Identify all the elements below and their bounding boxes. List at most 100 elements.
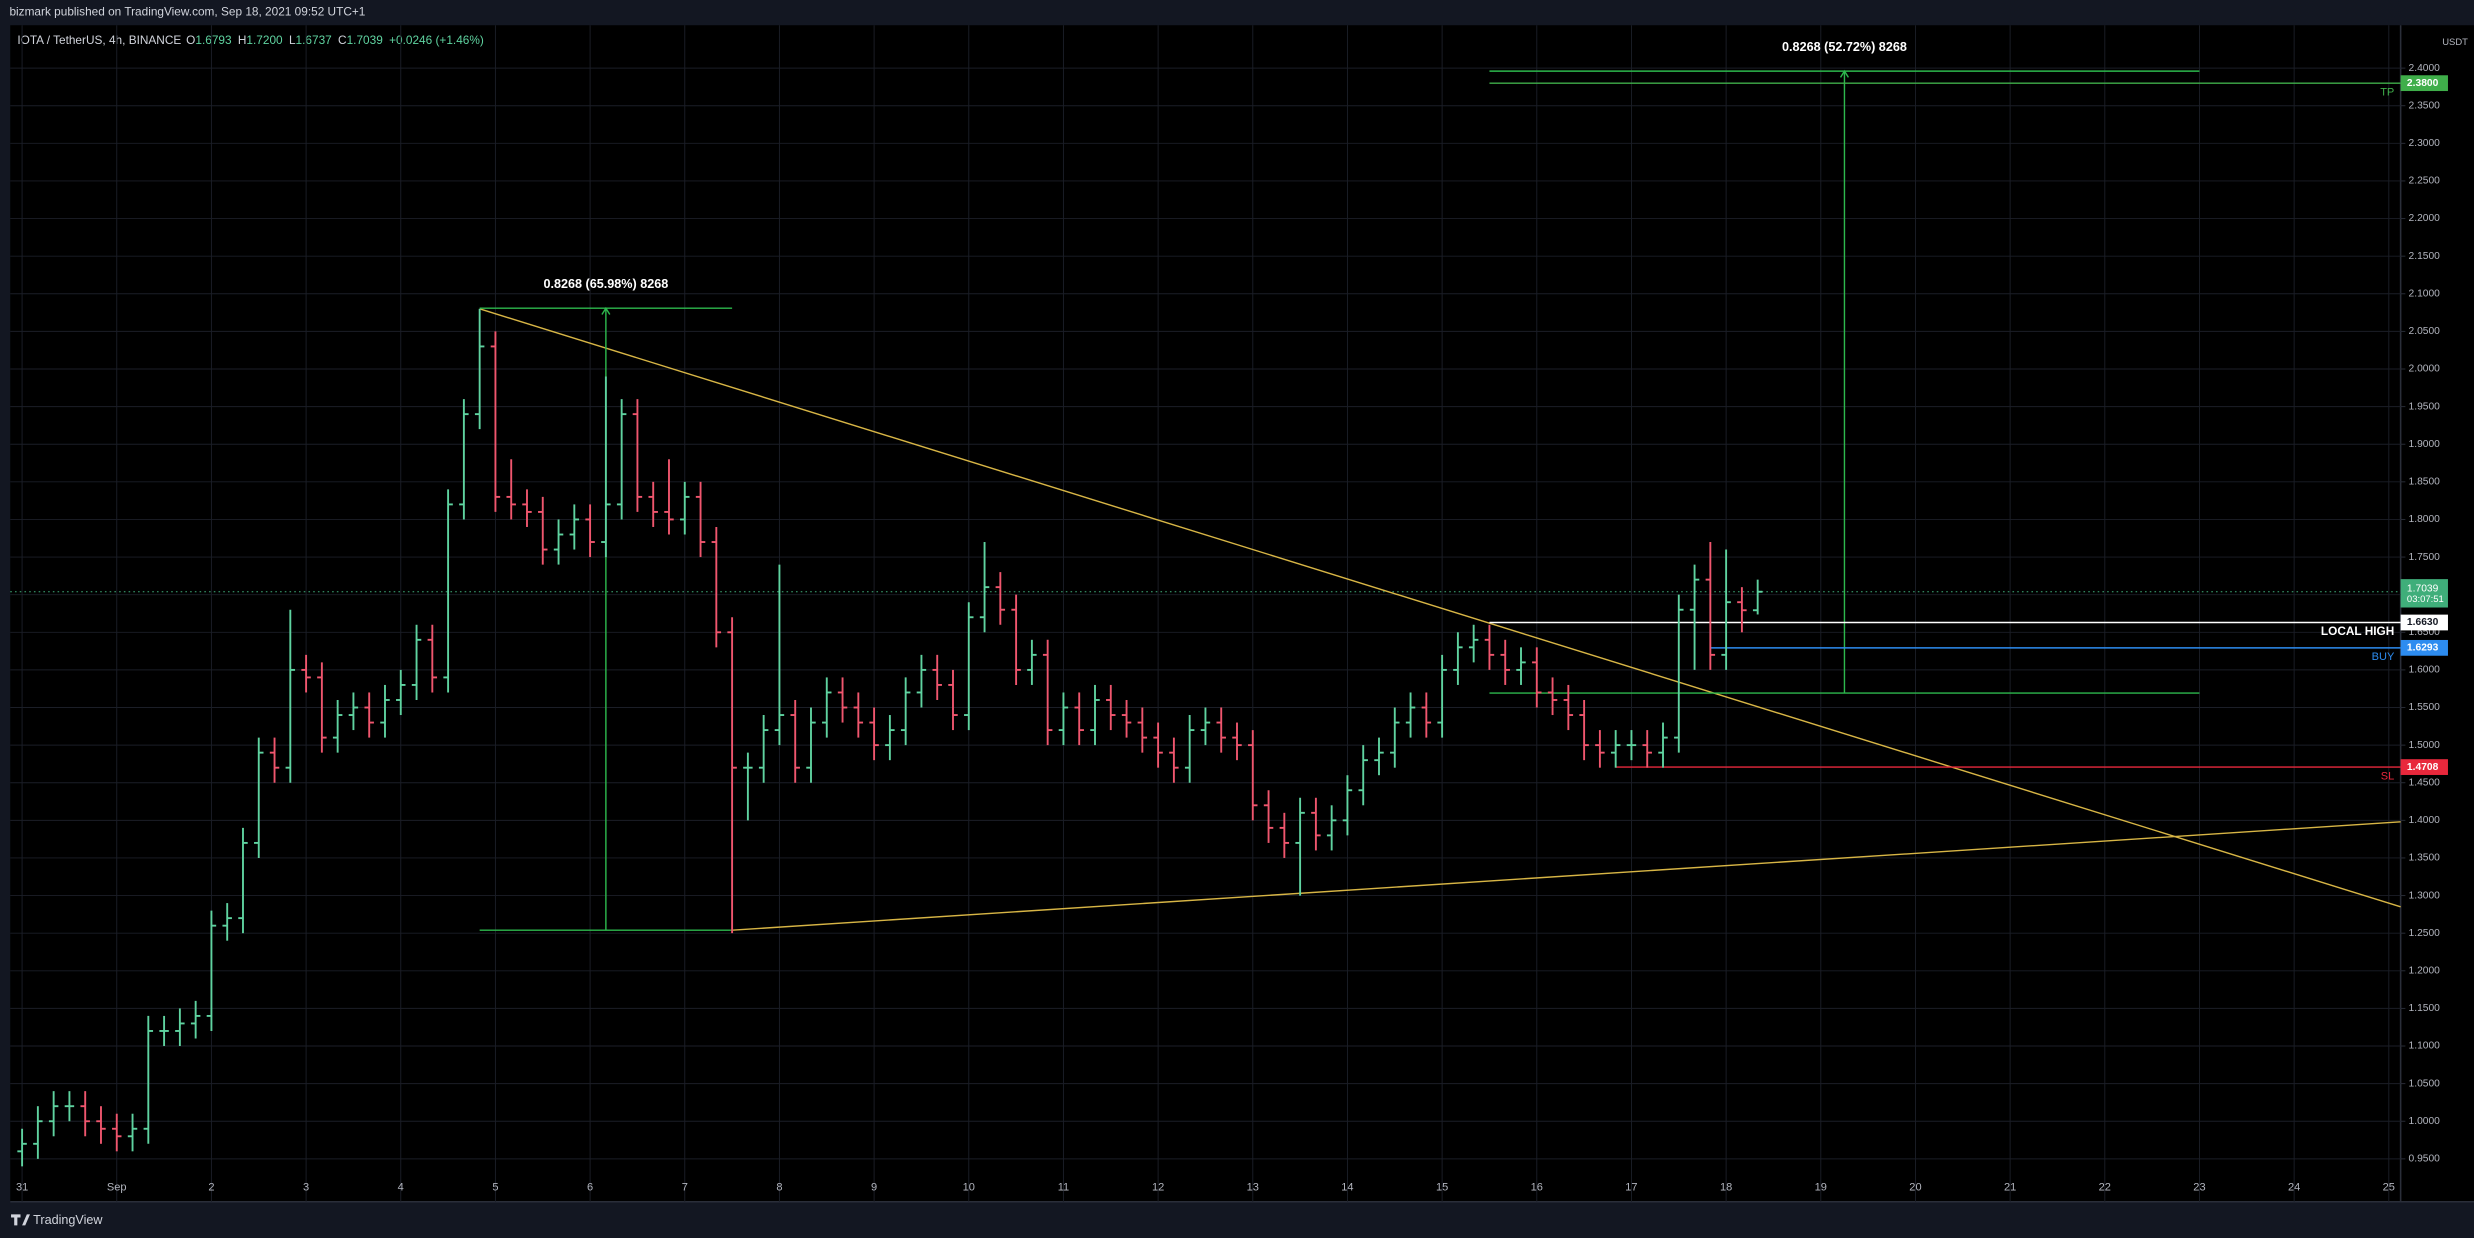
ohlc-bar — [206, 910, 217, 1031]
change: +0.0246 (+1.46%) — [389, 33, 484, 47]
y-tick-label: 1.7500 — [2409, 552, 2441, 563]
ohlc-bar — [1437, 654, 1447, 738]
ohlc-bar — [932, 654, 942, 700]
y-tick-label: 1.3500 — [2409, 853, 2441, 864]
x-tick-label: 18 — [1720, 1181, 1732, 1193]
measure-arrowhead — [1839, 69, 1850, 78]
ohlc-bar — [758, 715, 769, 783]
ohlc-bar — [238, 827, 248, 934]
ohlc-bar — [1674, 594, 1684, 753]
ohlc-bar — [1295, 797, 1305, 896]
footer-brand: TradingView — [33, 1213, 103, 1227]
ohlc-bar — [964, 602, 974, 731]
y-tick-label: 1.3000 — [2409, 890, 2441, 901]
ohlc-bar — [1705, 542, 1716, 670]
ohlc-bar — [1248, 730, 1258, 821]
ohlc-bar — [112, 1113, 122, 1152]
ohlc-bar — [285, 609, 296, 783]
logo-icon — [11, 1214, 30, 1226]
ohlc-bar — [948, 669, 958, 731]
ohlc-bar — [396, 669, 406, 716]
last-price-box — [2400, 579, 2448, 608]
ohlc-bar — [774, 564, 785, 746]
x-tick-label: 20 — [1909, 1181, 1921, 1193]
x-tick-label: 6 — [587, 1181, 593, 1193]
ohlc-bar — [837, 677, 848, 723]
ohlc-bar — [254, 737, 264, 858]
ohlc-bar — [553, 519, 564, 565]
ohlc-value: 1.7200 — [246, 33, 283, 47]
trend-line — [479, 308, 2401, 908]
ohlc-bar — [1027, 639, 1037, 685]
last-price-label: 1.7039 — [2407, 583, 2439, 594]
x-tick-label: 16 — [1531, 1181, 1543, 1193]
y-tick-label: 1.4500 — [2409, 777, 2441, 788]
x-tick-label: 19 — [1815, 1181, 1827, 1193]
ohlc-bar — [680, 481, 690, 535]
ohlc-bar — [474, 308, 485, 430]
measure-label: 0.8268 (52.72%) 8268 — [1782, 40, 1907, 54]
x-tick-label: 17 — [1625, 1181, 1637, 1193]
ohlc-bar — [1342, 775, 1353, 836]
ohlc-bar — [1232, 722, 1242, 761]
x-tick-label: 23 — [2193, 1181, 2205, 1193]
level-price-label: 1.4708 — [2407, 762, 2439, 773]
ohlc-bar — [995, 572, 1006, 625]
x-tick-label: 21 — [2004, 1181, 2016, 1193]
trend-line — [732, 821, 2401, 931]
ohlc-bar — [443, 489, 453, 693]
ohlc-bar — [1058, 692, 1069, 746]
ohlc-bar — [885, 715, 895, 761]
ohlc-bar — [1090, 684, 1100, 746]
ohlc-bar — [1658, 722, 1668, 768]
ohlc-bar — [364, 692, 374, 738]
x-tick-label: 25 — [2383, 1181, 2395, 1193]
level-name: LOCAL HIGH — [2321, 624, 2394, 638]
ohlc-bar — [790, 699, 800, 783]
level-price-label: 1.6293 — [2407, 643, 2439, 654]
ohlc-bar — [1516, 647, 1526, 685]
ohlc-bar — [1200, 707, 1211, 746]
x-tick-label: 14 — [1341, 1181, 1353, 1193]
ohlc-bar — [538, 496, 548, 565]
y-tick-label: 2.3500 — [2409, 100, 2441, 111]
ohlc-bar — [1610, 730, 1621, 768]
ohlc-bar — [1153, 722, 1163, 768]
symbol-info: IOTA / TetherUS, 4h, BINANCE — [17, 33, 181, 47]
ohlc-bar — [127, 1113, 138, 1152]
x-tick-label: 9 — [871, 1181, 877, 1193]
y-tick-label: 1.2000 — [2409, 965, 2441, 976]
ohlc-bar — [1042, 639, 1053, 746]
level-price-box — [2400, 614, 2448, 631]
x-tick-label: 13 — [1247, 1181, 1259, 1193]
measure-label: 0.8268 (65.98%) 8268 — [543, 277, 668, 291]
ohlc-bar — [1216, 707, 1226, 753]
level-name: TP — [2380, 87, 2394, 99]
ohlc-bar — [1184, 715, 1195, 783]
y-tick-label: 1.5500 — [2409, 702, 2441, 713]
ohlc-bar — [648, 481, 658, 527]
ohlc-bar — [143, 1015, 154, 1144]
ohlc-bar — [664, 459, 674, 535]
x-tick-label: Sep — [107, 1181, 127, 1193]
y-tick-label: 2.4000 — [2409, 63, 2441, 74]
ohlc-key: H — [238, 33, 247, 47]
ohlc-value: 1.6793 — [195, 33, 232, 47]
y-tick-label: 2.0000 — [2409, 364, 2441, 375]
ohlc-bar — [1626, 730, 1637, 761]
ohlc-bar — [1326, 805, 1337, 851]
ohlc-bar — [1547, 677, 1558, 716]
ohlc-bar — [727, 617, 737, 934]
y-tick-label: 1.0500 — [2409, 1078, 2441, 1089]
ohlc-legend: O1.6793 H1.7200 L1.6737 C1.7039 +0.0246 (+1.… — [186, 33, 484, 47]
y-tick-label: 2.1500 — [2409, 251, 2441, 262]
y-tick-label: 1.8500 — [2409, 477, 2441, 488]
ohlc-key: C — [338, 33, 347, 47]
ohlc-bar — [743, 752, 753, 821]
ohlc-value: 1.6737 — [296, 33, 332, 47]
countdown-label: 03:07:51 — [2407, 594, 2444, 605]
ohlc-bar — [1563, 684, 1574, 731]
ohlc-bar — [33, 1106, 43, 1159]
ohlc-bar — [585, 504, 595, 558]
y-tick-label: 2.3000 — [2409, 138, 2441, 149]
